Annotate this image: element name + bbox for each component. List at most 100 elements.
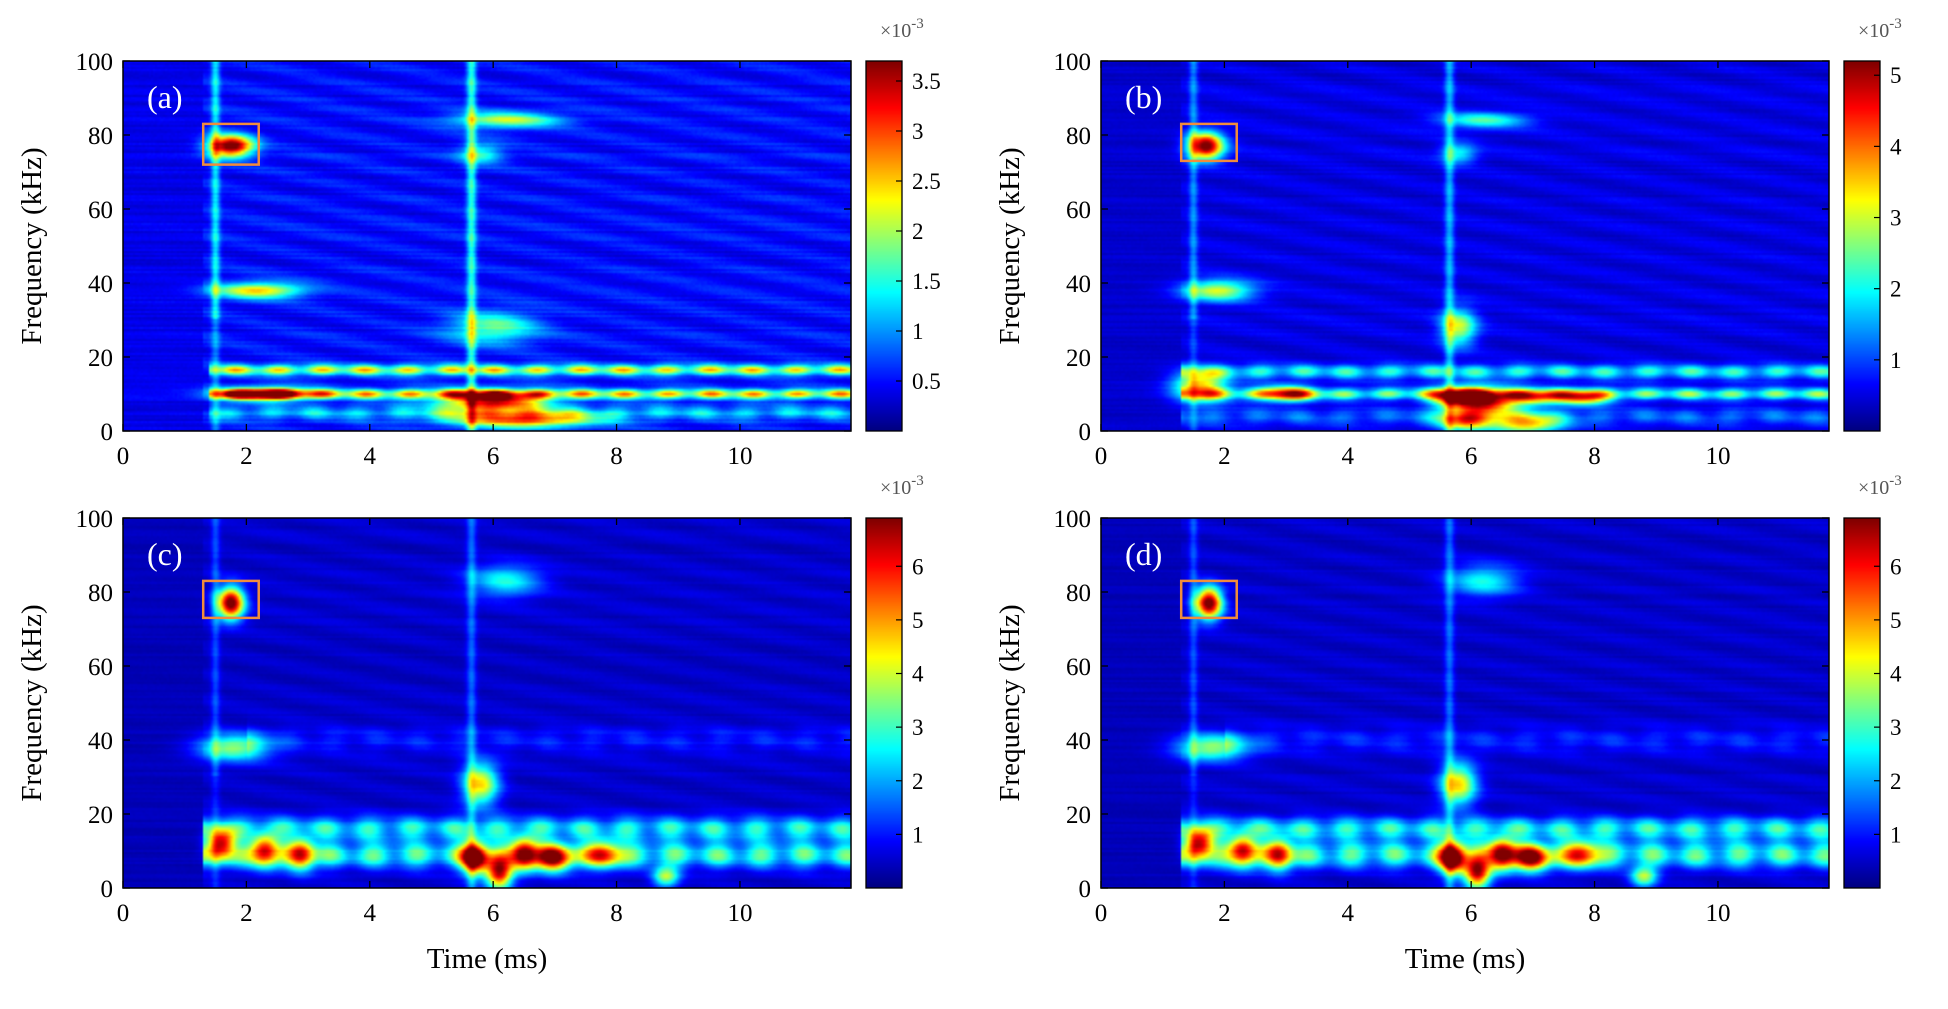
colorbar-exponent: -3 — [1889, 16, 1902, 32]
colorbar-tick-label: 5 — [1890, 63, 1902, 88]
x-tick-label: 4 — [1342, 900, 1355, 927]
colorbar-tick-label: 3 — [912, 715, 924, 740]
heatmap-image — [1101, 518, 1829, 888]
colorbar-tick-label: 2 — [1890, 277, 1902, 302]
y-tick-label: 20 — [88, 802, 113, 829]
axes-frame — [1100, 60, 1830, 432]
colorbar-tick-label: 1 — [1890, 822, 1902, 847]
x-tick-label: 8 — [1588, 443, 1601, 470]
x-tick-label: 2 — [240, 443, 253, 470]
y-tick-label: 100 — [1054, 49, 1092, 76]
colorbar-scale-label: ×10-3 — [880, 473, 924, 499]
y-tick-label: 0 — [1079, 876, 1092, 903]
colorbar-gradient — [866, 61, 902, 431]
colorbar-frame — [1843, 60, 1881, 432]
colorbar-tick-label: 2 — [912, 769, 924, 794]
y-tick-label: 100 — [1054, 506, 1092, 533]
y-tick-label: 20 — [1066, 345, 1091, 372]
panel-label: (a) — [147, 79, 183, 115]
x-axis-label: Time (ms) — [427, 943, 548, 975]
colorbar-multiplier: ×10 — [880, 20, 911, 42]
y-tick-label: 100 — [76, 506, 114, 533]
colorbar-exponent: -3 — [1889, 473, 1902, 489]
x-tick-label: 6 — [487, 443, 500, 470]
x-tick-label: 6 — [487, 900, 500, 927]
colorbar-gradient — [866, 518, 902, 888]
heatmap-image — [1101, 61, 1829, 431]
colorbar-tick-label: 5 — [1890, 608, 1902, 633]
colorbar-multiplier: ×10 — [1858, 20, 1889, 42]
colorbar-gradient — [1844, 518, 1880, 888]
colorbar-exponent: -3 — [911, 473, 924, 489]
x-tick-label: 4 — [364, 443, 377, 470]
colorbar-tick-label: 5 — [912, 608, 924, 633]
y-tick-label: 60 — [1066, 654, 1091, 681]
colorbar-multiplier: ×10 — [1858, 477, 1889, 499]
y-tick-label: 40 — [1066, 271, 1091, 298]
x-tick-label: 6 — [1465, 900, 1478, 927]
x-tick-label: 10 — [727, 900, 752, 927]
colorbar-tick-label: 2.5 — [912, 169, 941, 194]
highlight-box — [201, 122, 260, 166]
y-axis-label: Frequency (kHz) — [994, 604, 1026, 801]
y-tick-label: 100 — [76, 49, 114, 76]
highlight-box — [1179, 579, 1238, 620]
highlight-box — [1179, 122, 1238, 163]
y-axis-label: Frequency (kHz) — [994, 147, 1026, 344]
x-tick-label: 4 — [364, 900, 377, 927]
panel-label: (c) — [147, 536, 183, 572]
colorbar-tick-label: 3 — [1890, 206, 1902, 231]
x-tick-label: 8 — [610, 900, 623, 927]
y-tick-label: 60 — [1066, 197, 1091, 224]
colorbar-tick-label: 6 — [1890, 554, 1902, 579]
colorbar-tick-label: 1 — [912, 319, 924, 344]
colorbar-frame — [865, 60, 903, 432]
highlight-box — [201, 579, 260, 620]
colorbar-scale-label: ×10-3 — [1858, 16, 1902, 42]
heatmap-image — [123, 61, 851, 431]
colorbar-tick-label: 3 — [1890, 715, 1902, 740]
colorbar-tick-label: 1 — [1890, 348, 1902, 373]
colorbar-tick-label: 4 — [1890, 134, 1902, 159]
colorbar-tick-label: 4 — [1890, 662, 1902, 687]
y-tick-label: 40 — [1066, 728, 1091, 755]
x-tick-label: 10 — [1705, 443, 1730, 470]
y-tick-label: 80 — [1066, 123, 1091, 150]
panel-label: (b) — [1125, 79, 1162, 115]
x-tick-label: 2 — [1218, 900, 1231, 927]
y-tick-label: 0 — [101, 876, 114, 903]
x-tick-label: 8 — [1588, 900, 1601, 927]
colorbar-tick-label: 1.5 — [912, 269, 941, 294]
colorbar-frame — [1843, 517, 1881, 889]
colorbar-tick-label: 0.5 — [912, 369, 941, 394]
x-axis-label: Time (ms) — [1405, 943, 1526, 975]
axes-frame — [122, 517, 852, 889]
y-axis-label: Frequency (kHz) — [16, 147, 48, 344]
axes-frame — [1100, 517, 1830, 889]
colorbar-scale-label: ×10-3 — [1858, 473, 1902, 499]
y-tick-label: 0 — [101, 419, 114, 446]
x-tick-label: 6 — [1465, 443, 1478, 470]
y-tick-label: 40 — [88, 728, 113, 755]
colorbar-gradient — [1844, 61, 1880, 431]
x-tick-label: 10 — [1705, 900, 1730, 927]
y-tick-label: 80 — [88, 123, 113, 150]
x-tick-label: 2 — [240, 900, 253, 927]
y-tick-label: 80 — [88, 580, 113, 607]
x-tick-label: 0 — [117, 900, 130, 927]
x-tick-label: 0 — [1095, 443, 1108, 470]
colorbar-tick-label: 3 — [912, 119, 924, 144]
colorbar-tick-label: 2 — [1890, 769, 1902, 794]
y-axis-label: Frequency (kHz) — [16, 604, 48, 801]
colorbar-tick-label: 3.5 — [912, 69, 941, 94]
y-tick-label: 20 — [88, 345, 113, 372]
axes-frame — [122, 60, 852, 432]
colorbar-tick-label: 1 — [912, 822, 924, 847]
colorbar-tick-label: 2 — [912, 219, 924, 244]
colorbar-multiplier: ×10 — [880, 477, 911, 499]
x-tick-label: 0 — [117, 443, 130, 470]
y-tick-label: 20 — [1066, 802, 1091, 829]
